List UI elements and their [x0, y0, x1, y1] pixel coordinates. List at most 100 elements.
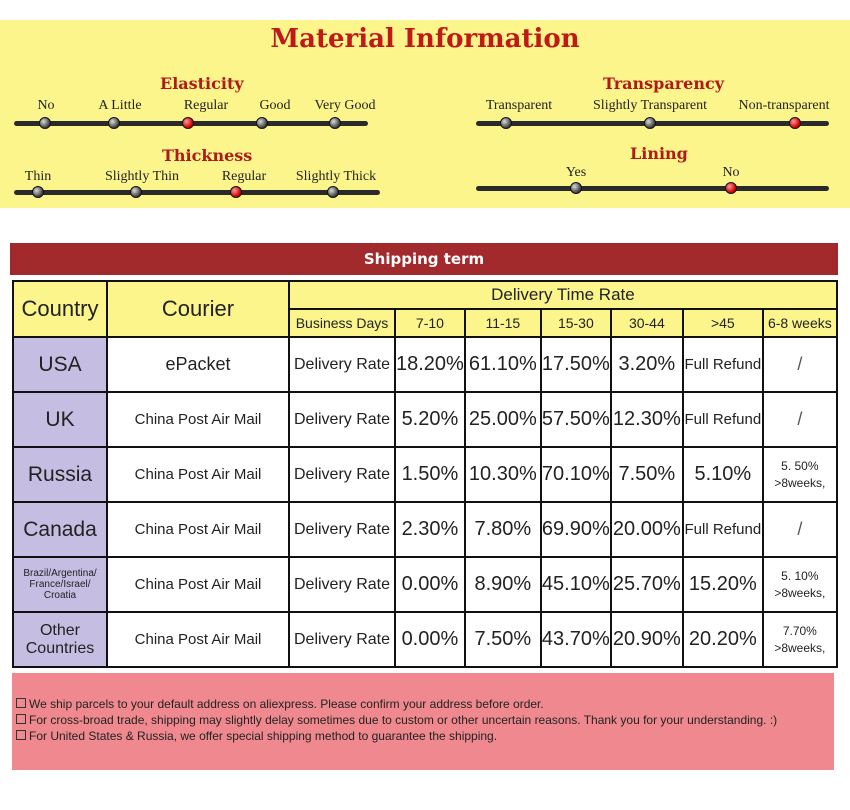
shipping-note: For United States & Russia, we offer spe… [16, 729, 497, 743]
country-cell: Other Countries [12, 611, 108, 668]
courier-cell: China Post Air Mail [106, 556, 290, 613]
lining-title: Lining [630, 144, 688, 163]
rate-6-8-weeks: / [761, 336, 838, 393]
shipping-banner: Shipping term [10, 243, 838, 275]
material-information-panel: Material Information Elasticity No A Lit… [0, 20, 850, 208]
shipping-title: Shipping term [363, 250, 485, 268]
shipping-note-text: For cross-broad trade, shipping may slig… [29, 713, 778, 727]
rate-15-30: 57.50% [539, 391, 612, 448]
shipping-note: We ship parcels to your default address … [16, 697, 544, 711]
rate-30-44: 7.50% [609, 446, 684, 503]
rate-6-8-weeks: 5. 50% >8weeks, [761, 446, 838, 503]
transparency-title: Transparency [603, 74, 725, 93]
shipping-table: Country Courier Delivery Time Rate Busin… [12, 280, 838, 668]
elasticity-title: Elasticity [160, 74, 244, 93]
rate-11-15: 25.00% [463, 391, 542, 448]
delivery-rate-label: Delivery Rate [288, 391, 396, 448]
rate-7-10: 0.00% [394, 556, 466, 613]
delivery-rate-label: Delivery Rate [288, 336, 396, 393]
rate-6-8-weeks: / [761, 501, 838, 558]
thickness-knob-thin [32, 186, 44, 198]
thickness-knob-slightly-thin [130, 186, 142, 198]
lining-track [476, 186, 829, 191]
header-range-7-10: 7-10 [394, 308, 466, 338]
rate-30-44: 12.30% [609, 391, 684, 448]
rate-7-10: 18.20% [394, 336, 466, 393]
country-cell: UK [12, 391, 108, 448]
rate-30-44: 20.90% [609, 611, 684, 668]
country-cell: USA [12, 336, 108, 393]
rate-6-8-weeks-note: >8weeks, [774, 475, 826, 490]
table-row: Brazil/Argentina/ France/Israel/ Croatia… [12, 556, 838, 613]
rate-30-44: 3.20% [609, 336, 684, 393]
thickness-option-slightly-thick: Slightly Thick [295, 169, 377, 184]
rate-30-44: 25.70% [609, 556, 684, 613]
thickness-option-slightly-thin: Slightly Thin [104, 169, 180, 184]
rate-11-15: 61.10% [463, 336, 542, 393]
courier-cell: China Post Air Mail [106, 611, 290, 668]
transparency-knob-slightly-transparent [644, 117, 656, 129]
country-cell: Russia [12, 446, 108, 503]
rate-6-8-weeks: 5. 10% >8weeks, [761, 556, 838, 613]
shipping-note-text: We ship parcels to your default address … [29, 697, 544, 711]
rate-6-8-weeks: / [761, 391, 838, 448]
elasticity-knob-good [256, 117, 268, 129]
rate-over-45: 15.20% [681, 556, 764, 613]
table-row: UK China Post Air Mail Delivery Rate 5.2… [12, 391, 838, 448]
rate-15-30: 17.50% [539, 336, 612, 393]
transparency-option-slightly-transparent: Slightly Transparent [593, 98, 707, 113]
lining-knob-no-selected [725, 182, 737, 194]
delivery-rate-label: Delivery Rate [288, 611, 396, 668]
thickness-title: Thickness [162, 146, 253, 165]
rate-15-30: 69.90% [539, 501, 612, 558]
rate-7-10: 0.00% [394, 611, 466, 668]
rate-over-45: Full Refund [681, 336, 764, 393]
elasticity-option-regular: Regular [183, 98, 229, 113]
table-row: USA ePacket Delivery Rate 18.20% 61.10% … [12, 336, 838, 393]
courier-cell: China Post Air Mail [106, 391, 290, 448]
header-delivery-time-rate: Delivery Time Rate [288, 280, 838, 310]
checkbox-icon [16, 730, 26, 740]
elasticity-option-no: No [37, 98, 55, 113]
header-country: Country [12, 280, 108, 338]
header-range-30-44: 30-44 [609, 308, 684, 338]
table-row: Canada China Post Air Mail Delivery Rate… [12, 501, 838, 558]
courier-cell: China Post Air Mail [106, 446, 290, 503]
thickness-track [14, 190, 380, 195]
rate-over-45: 5.10% [681, 446, 764, 503]
rate-6-8-weeks-percent: 7.70% [782, 623, 817, 638]
delivery-rate-label: Delivery Rate [288, 501, 396, 558]
elasticity-knob-no [39, 117, 51, 129]
rate-6-8-weeks-note: >8weeks, [774, 585, 826, 600]
table-row: Russia China Post Air Mail Delivery Rate… [12, 446, 838, 503]
rate-11-15: 10.30% [463, 446, 542, 503]
transparency-knob-transparent [500, 117, 512, 129]
elasticity-option-good: Good [259, 98, 291, 113]
rate-over-45: Full Refund [681, 391, 764, 448]
rate-6-8-weeks-percent: 5. 10% [781, 568, 819, 583]
elasticity-option-very-good: Very Good [314, 98, 376, 113]
transparency-option-non-transparent: Non-transparent [738, 98, 830, 113]
table-row: Other Countries China Post Air Mail Deli… [12, 611, 838, 668]
rate-7-10: 5.20% [394, 391, 466, 448]
elasticity-knob-very-good [329, 117, 341, 129]
transparency-option-transparent: Transparent [485, 98, 553, 113]
rate-6-8-weeks: 7.70% >8weeks, [761, 611, 838, 668]
thickness-option-regular: Regular [221, 169, 267, 184]
rate-over-45: 20.20% [681, 611, 764, 668]
rate-15-30: 45.10% [539, 556, 612, 613]
elasticity-knob-a-little [108, 117, 120, 129]
shipping-notes: We ship parcels to your default address … [12, 673, 834, 770]
header-business-days: Business Days [288, 308, 396, 338]
header-range-15-30: 15-30 [539, 308, 612, 338]
delivery-rate-label: Delivery Rate [288, 556, 396, 613]
rate-over-45: Full Refund [681, 501, 764, 558]
rate-11-15: 7.50% [463, 611, 542, 668]
shipping-note: For cross-broad trade, shipping may slig… [16, 713, 777, 727]
transparency-knob-non-transparent-selected [789, 117, 801, 129]
header-range-11-15: 11-15 [463, 308, 542, 338]
lining-knob-yes [570, 182, 582, 194]
header-range-over-45: >45 [681, 308, 764, 338]
elasticity-option-a-little: A Little [98, 98, 142, 113]
shipping-note-text: For United States & Russia, we offer spe… [29, 729, 498, 743]
